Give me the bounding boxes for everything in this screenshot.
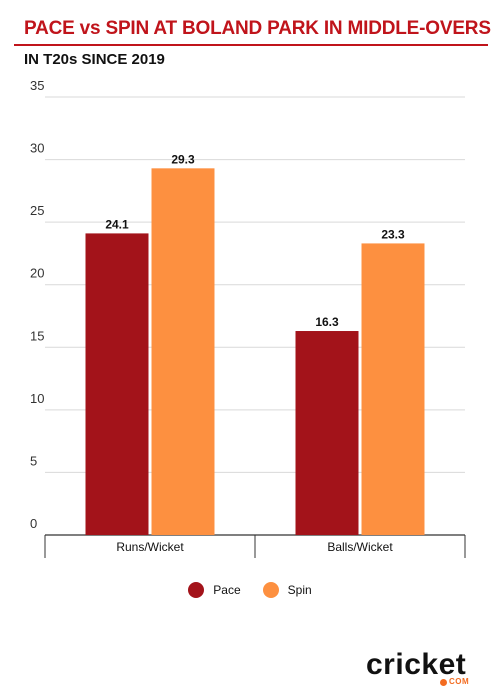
legend-item-pace: Pace [188, 582, 241, 598]
x-tick-label: Balls/Wicket [327, 540, 393, 554]
logo-dot [440, 679, 447, 686]
logo-wordmark: cricket [366, 648, 467, 681]
bar-pace [85, 233, 149, 536]
legend-item-spin: Spin [262, 582, 312, 598]
y-tick-label: 0 [30, 516, 37, 531]
legend-swatch-spin [262, 582, 279, 598]
bar-pace [295, 331, 359, 535]
y-tick-label: 15 [30, 328, 44, 343]
y-tick-label: 10 [30, 391, 44, 406]
data-label: 29.3 [171, 152, 195, 166]
y-tick-label: 20 [30, 266, 44, 281]
y-tick-label: 35 [30, 78, 44, 93]
logo-subtext: COM [449, 677, 470, 686]
bar-spin [361, 243, 425, 535]
legend-label-spin: Spin [287, 583, 312, 597]
y-tick-label: 30 [30, 141, 44, 156]
data-label: 24.1 [105, 217, 129, 231]
chart-title: PACE vs SPIN AT BOLAND PARK IN MIDDLE-OV… [24, 18, 491, 39]
data-label: 16.3 [315, 315, 339, 329]
x-tick-label: Runs/Wicket [116, 540, 184, 554]
y-tick-label: 5 [30, 453, 37, 468]
title-underline [14, 44, 488, 46]
legend-label-pace: Pace [213, 583, 241, 597]
chart-subtitle: IN T20s SINCE 2019 [24, 51, 165, 68]
data-label: 23.3 [381, 227, 405, 241]
cricket-com-logo: cricket COM [366, 648, 478, 690]
legend-swatch-pace [188, 582, 205, 598]
legend: Pace Spin [0, 582, 500, 598]
y-tick-label: 25 [30, 203, 44, 218]
bar-spin [151, 168, 215, 535]
